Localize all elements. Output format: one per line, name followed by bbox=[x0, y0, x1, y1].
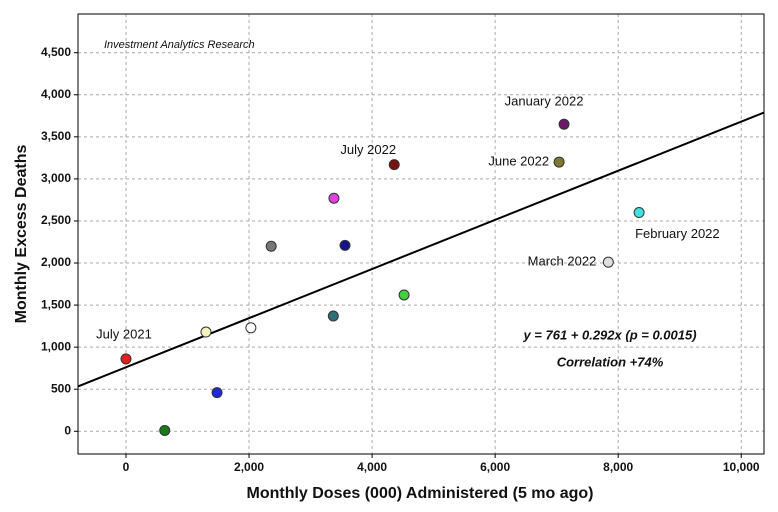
y-axis-label: Monthly Excess Deaths bbox=[13, 145, 30, 324]
point bbox=[339, 239, 351, 251]
x-tick-label: 4,000 bbox=[357, 460, 387, 474]
point bbox=[558, 118, 570, 130]
x-tick-label: 0 bbox=[123, 460, 130, 474]
point bbox=[328, 192, 340, 204]
y-tick-label: 4,000 bbox=[41, 87, 71, 101]
x-tick-label: 10,000 bbox=[723, 460, 760, 474]
y-tick-label: 0 bbox=[64, 423, 71, 437]
point-label: July 2022 bbox=[340, 142, 396, 157]
fit-line bbox=[77, 111, 765, 388]
point-label: January 2022 bbox=[505, 94, 584, 109]
equation: y = 761 + 0.292x (p = 0.0015) bbox=[522, 327, 696, 342]
point bbox=[120, 353, 132, 365]
y-tick-label: 500 bbox=[51, 381, 71, 395]
x-axis-label: Monthly Doses (000) Administered (5 mo a… bbox=[246, 485, 593, 502]
y-tick-label: 1,500 bbox=[41, 297, 71, 311]
x-tick-label: 6,000 bbox=[480, 460, 510, 474]
y-tick-label: 3,500 bbox=[41, 129, 71, 143]
y-tick-label: 3,000 bbox=[41, 171, 71, 185]
correlation: Correlation +74% bbox=[557, 354, 664, 369]
point bbox=[602, 256, 614, 268]
y-tick-label: 1,000 bbox=[41, 339, 71, 353]
point bbox=[633, 207, 645, 219]
plot-border bbox=[77, 13, 765, 455]
point bbox=[553, 156, 565, 168]
point-label: June 2022 bbox=[488, 154, 549, 169]
x-tick-label: 2,000 bbox=[234, 460, 264, 474]
y-tick-label: 4,500 bbox=[41, 45, 71, 59]
point bbox=[398, 289, 410, 301]
point bbox=[245, 322, 257, 334]
point bbox=[388, 159, 400, 171]
point bbox=[265, 240, 277, 252]
point-label: July 2021 bbox=[96, 326, 152, 341]
point bbox=[211, 387, 223, 399]
plot-area bbox=[78, 14, 764, 454]
y-tick-label: 2,500 bbox=[41, 213, 71, 227]
x-tick-label: 8,000 bbox=[603, 460, 633, 474]
point bbox=[327, 310, 339, 322]
point-label: February 2022 bbox=[635, 226, 720, 241]
source-note: Investment Analytics Research bbox=[104, 39, 255, 51]
y-tick-label: 2,000 bbox=[41, 255, 71, 269]
point bbox=[159, 424, 171, 436]
point-label: March 2022 bbox=[528, 254, 597, 269]
point bbox=[200, 326, 212, 338]
